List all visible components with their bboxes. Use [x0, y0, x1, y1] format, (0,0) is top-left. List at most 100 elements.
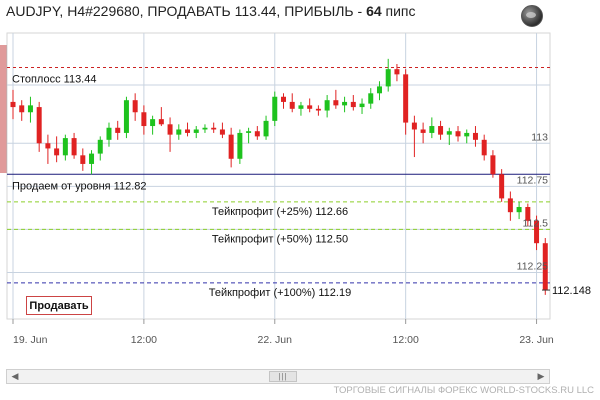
candle-body-up	[324, 100, 330, 111]
candles	[10, 58, 548, 295]
candle	[350, 95, 356, 111]
candle-body-down	[45, 143, 51, 149]
window-title: AUDJPY, H4#229680, ПРОДАВАТЬ 113.44, ПРИ…	[6, 3, 416, 19]
candle	[36, 101, 42, 152]
candle	[507, 191, 513, 221]
candle	[97, 136, 103, 161]
level-label: Стоплосс 113.44	[12, 73, 96, 85]
candle-body-up	[446, 131, 452, 135]
trade-levels: Стоплосс 113.44 Продаем от уровня 112.82 Т…	[7, 66, 550, 299]
candle	[167, 117, 173, 152]
plot-border	[6, 32, 551, 320]
candle-body-down	[394, 69, 400, 75]
candle-body-up	[123, 100, 129, 133]
candle-body-up	[202, 127, 208, 130]
candle-body-up	[359, 103, 365, 108]
candle	[534, 215, 540, 251]
candle-body-up	[89, 153, 95, 164]
candle	[254, 126, 260, 140]
candle	[62, 134, 68, 161]
y-axis-labels: 113 112.75 112.5 112.25	[517, 131, 549, 272]
candle	[115, 120, 121, 140]
candle	[455, 126, 461, 142]
candle-body-up	[27, 105, 33, 113]
candle	[411, 115, 417, 158]
candle-body-down	[132, 100, 138, 113]
arrow-right-icon[interactable]: ▶	[537, 371, 545, 381]
candle	[481, 134, 487, 161]
candle-body-down	[167, 124, 173, 135]
candle	[394, 64, 400, 82]
candle-body-down	[71, 138, 77, 156]
candle	[359, 98, 365, 114]
candle	[472, 126, 478, 147]
candle-body-down	[54, 148, 60, 156]
candle-body-down	[80, 155, 86, 164]
candle	[429, 117, 435, 139]
candle-body-down	[525, 207, 531, 221]
candle	[193, 126, 199, 139]
candle	[542, 238, 548, 295]
candle	[385, 58, 391, 92]
title-text: AUDJPY, H4#229680, ПРОДАВАТЬ 113.44, ПРИ…	[6, 3, 367, 19]
candle	[376, 81, 382, 101]
sell-button[interactable]: Продавать	[26, 296, 92, 315]
level-label: Продаем от уровня 112.82	[12, 180, 147, 192]
candle	[202, 124, 208, 133]
candle-body-down	[403, 74, 409, 123]
candle-body-down	[289, 101, 295, 109]
candle	[464, 129, 470, 144]
candle	[490, 150, 496, 178]
candle	[45, 134, 51, 164]
candle	[132, 93, 138, 121]
horizontal-scrollbar[interactable]: ◀ ||| ▶	[6, 369, 550, 384]
candle-body-up	[298, 105, 304, 109]
candle-body-up	[429, 126, 435, 133]
y-tick-label: 113	[531, 131, 548, 143]
globe-icon[interactable]	[521, 5, 543, 27]
candle	[141, 105, 147, 135]
candle	[80, 148, 86, 171]
candle	[89, 150, 95, 175]
candle-body-down	[228, 134, 234, 159]
current-price-label: 112.148	[552, 285, 591, 297]
candle-body-up	[246, 131, 252, 133]
candle-body-up	[193, 129, 199, 133]
candle-body-up	[106, 127, 112, 140]
candle	[158, 107, 164, 127]
candle-body-up	[97, 139, 103, 154]
candle-body-down	[315, 108, 321, 111]
candle	[54, 136, 60, 163]
footer-copyright: ТОРГОВЫЕ СИГНАЛЫ ФОРЕКС WORLD-STOCKS.RU …	[333, 385, 594, 396]
candle-body-down	[36, 107, 42, 144]
candle	[342, 96, 348, 113]
candle-body-down	[10, 101, 16, 108]
candle	[499, 169, 505, 202]
x-tick-label: 12:00	[131, 334, 157, 346]
y-tick-label: 112.75	[517, 174, 548, 186]
candle-body-down	[420, 129, 426, 133]
arrow-left-icon[interactable]: ◀	[11, 371, 19, 381]
candle-body-up	[342, 101, 348, 106]
candle	[281, 93, 286, 109]
candle	[211, 122, 217, 133]
candle-body-down	[438, 126, 444, 135]
candle	[71, 132, 77, 159]
candle-body-up	[385, 69, 391, 87]
y-tick-label: 112.5	[523, 217, 549, 229]
candle	[106, 122, 112, 147]
candle-body-down	[481, 139, 487, 156]
candle-body-down	[472, 132, 478, 140]
candle-body-down	[158, 119, 164, 125]
candle-body-down	[333, 100, 339, 106]
candle	[27, 96, 33, 123]
candle-body-up	[376, 86, 382, 94]
current-price-marker: 112.148	[542, 285, 591, 297]
candle-body-down	[411, 122, 417, 130]
x-tick-label: 12:00	[393, 334, 419, 346]
candle	[446, 127, 452, 145]
candle-body-down	[219, 129, 225, 135]
scrollbar-thumb[interactable]: |||	[269, 371, 297, 382]
grip-icon: |||	[278, 372, 288, 381]
level-label: Тейкпрофит (+50%) 112.50	[212, 233, 348, 245]
